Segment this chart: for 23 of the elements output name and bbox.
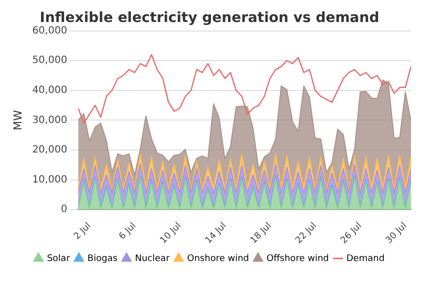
x-tick-label: 6 Jul [118, 221, 138, 242]
legend-label: Demand [346, 254, 385, 264]
legend-label: Solar [46, 254, 70, 264]
legend-label: Onshore wind [187, 254, 250, 264]
y-tick-label: 30,000 [32, 114, 68, 126]
y-tick-label: 20,000 [32, 144, 68, 156]
y-tick-label: 50,000 [32, 55, 68, 66]
legend-label: Offshore wind [266, 254, 329, 264]
y-tick-label: 10,000 [32, 174, 68, 186]
y-tick-label: 40,000 [32, 84, 68, 96]
x-tick-label: 10 Jul [158, 221, 184, 246]
y-tick-label: 0 [60, 204, 68, 216]
y-axis-title: MW [11, 110, 24, 130]
x-tick-label: 26 Jul [339, 221, 364, 246]
y-tick-label: 60,000 [32, 25, 68, 36]
x-tick-label: 14 Jul [204, 221, 229, 246]
x-tick-label: 30 Jul [384, 221, 410, 246]
x-tick-label: 2 Jul [72, 221, 94, 242]
legend-label: Nuclear [135, 254, 170, 264]
x-tick-label: 18 Jul [248, 221, 274, 246]
chart-title: Inflexible electricity generation vs demand [40, 10, 380, 26]
x-tick-label: 22 Jul [294, 221, 319, 246]
legend-label: Biogas [87, 254, 118, 264]
